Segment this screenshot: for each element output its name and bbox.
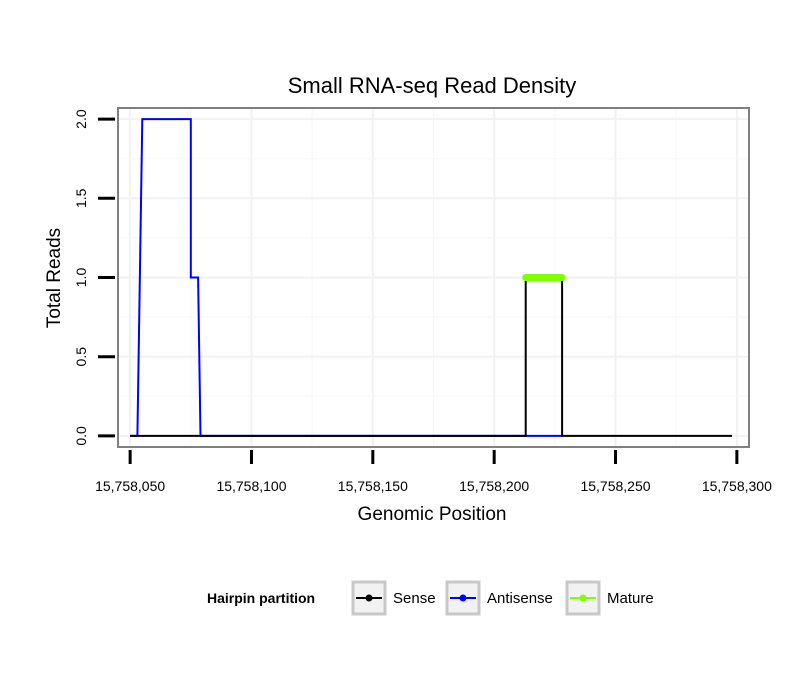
chart-title: Small RNA-seq Read Density [288, 73, 577, 98]
plot-panel [117, 107, 750, 448]
legend-point-antisense [459, 594, 467, 602]
y-tick-label: 0.0 [73, 426, 89, 446]
x-axis-label: Genomic Position [358, 504, 507, 525]
series-layer [130, 118, 732, 437]
legend-point-sense [365, 594, 373, 602]
axes: 15,758,050 15,758,100 15,758,150 15,758,200… [73, 109, 772, 494]
series-line-antisense [130, 118, 563, 437]
x-tick-label: 15,758,050 [95, 478, 165, 494]
y-axis-label: Total Reads [44, 228, 65, 328]
legend-label-mature: Mature [607, 590, 654, 607]
x-tick-label: 15,758,200 [459, 478, 529, 494]
y-tick-label: 0.5 [73, 347, 89, 367]
y-tick-label: 1.0 [73, 268, 89, 288]
legend-label-sense: Sense [393, 590, 436, 607]
legend: Hairpin partition Sense Antisense Mature [207, 580, 654, 616]
legend-point-mature [579, 594, 587, 602]
x-tick-label: 15,758,150 [338, 478, 408, 494]
legend-title: Hairpin partition [207, 590, 315, 606]
grid [118, 108, 749, 447]
x-tick-label: 15,758,250 [580, 478, 650, 494]
x-tick-label: 15,758,300 [702, 478, 772, 494]
y-tick-label: 1.5 [73, 188, 89, 208]
x-tick-label: 15,758,100 [216, 478, 286, 494]
y-tick-label: 2.0 [73, 109, 89, 129]
legend-label-antisense: Antisense [487, 590, 553, 607]
